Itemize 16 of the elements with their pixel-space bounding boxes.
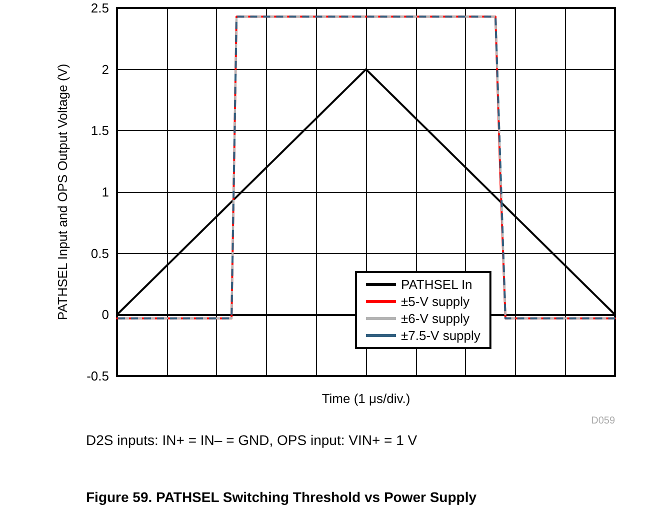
y-tick-label: 0.5 [90,246,109,261]
text: Figure 59. PATHSEL Switching Threshold vs Power Supply [86,489,477,505]
y-axis-title: PATHSEL Input and OPS Output Voltage (V) [55,64,70,320]
x-axis-title: Time (1 μs/div.) [322,391,410,406]
legend-label: ±6-V supply [401,311,470,326]
y-tick-label: -0.5 [86,368,109,384]
y-tick-label: 2 [102,62,109,77]
text: D059 [591,416,616,426]
y-tick-label: 1.5 [90,123,109,138]
legend-label: ±7.5-V supply [401,328,481,343]
y-tick-label: 0 [102,307,109,322]
legend-label: PATHSEL In [401,277,472,292]
text: D2S inputs: IN+ = IN– = GND, OPS input: VIN+ = 1 V [86,432,418,448]
y-tick-label: 2.5 [90,0,109,16]
y-tick-label: 1 [102,184,109,200]
legend-label: ±5-V supply [401,294,470,309]
